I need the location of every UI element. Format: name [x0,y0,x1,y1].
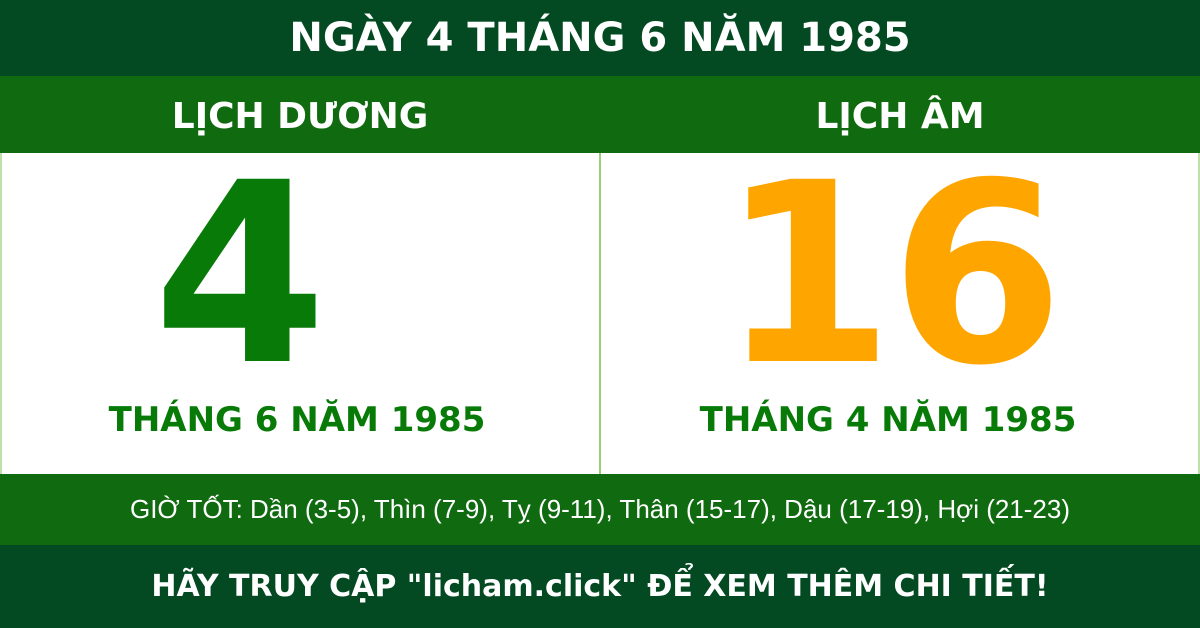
solar-panel [0,153,599,474]
right-border [1198,153,1200,474]
divider [599,153,601,474]
solar-day: 4 [153,129,327,420]
lunar-heading: LỊCH ÂM [815,96,985,137]
left-border [0,153,2,474]
solar-heading: LỊCH DƯƠNG [171,96,429,137]
calendar-headings: LỊCH DƯƠNG LỊCH ÂM [0,76,1200,153]
lunar-month-year: THÁNG 4 NĂM 1985 [699,400,1077,440]
footer-cta: HÃY TRUY CẬP "licham.click" ĐỂ XEM THÊM … [0,545,1200,628]
good-hours: GIỜ TỐT: Dần (3-5), Thìn (7-9), Tỵ (9-11… [0,474,1200,545]
lunar-panel [601,153,1200,474]
solar-month-year: THÁNG 6 NĂM 1985 [108,400,486,440]
lunar-day: 16 [720,129,1064,420]
page-title: NGÀY 4 THÁNG 6 NĂM 1985 [0,0,1200,76]
